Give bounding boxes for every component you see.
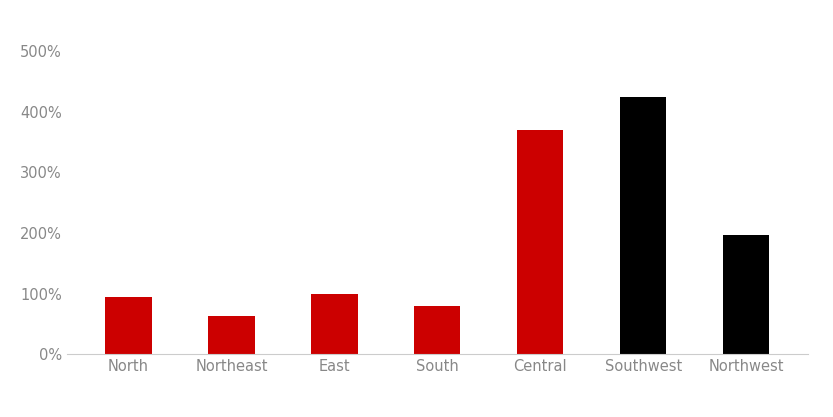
Bar: [620, 97, 666, 354]
Bar: [723, 235, 770, 354]
Bar: [105, 297, 152, 354]
Bar: [517, 130, 563, 354]
Bar: [208, 316, 255, 354]
Bar: [312, 294, 357, 354]
Bar: [414, 306, 461, 354]
